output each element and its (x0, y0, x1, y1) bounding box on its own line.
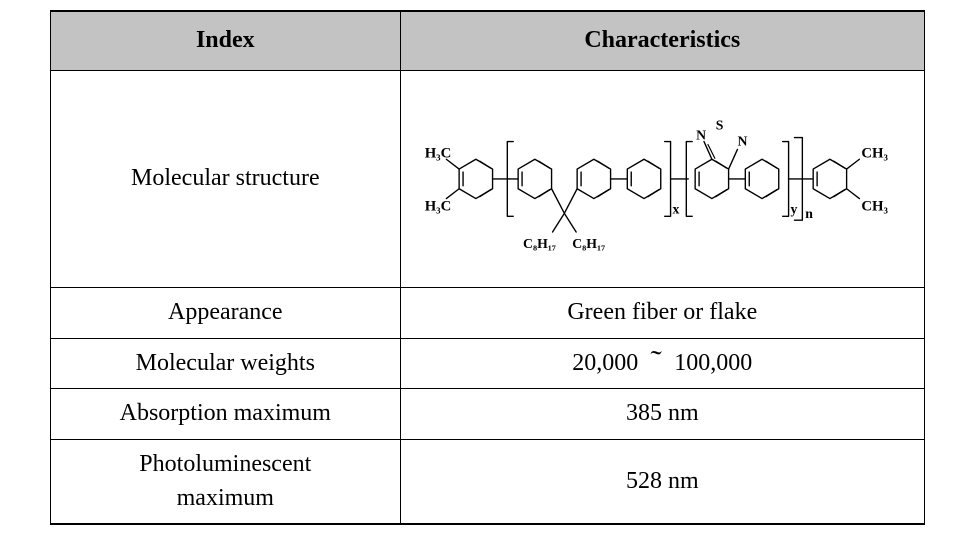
lbl-S: S (715, 117, 723, 132)
label-appearance: Appearance (51, 288, 401, 339)
lbl-ch3-tr: CH₃ (861, 145, 888, 161)
label-mw: Molecular weights (51, 338, 401, 389)
lbl-h3c-tl: H₃C (424, 145, 451, 161)
table-wrapper: Index Characteristics Molecular structur… (0, 0, 965, 535)
value-mw: 20,000 ～ 100,000 (400, 338, 924, 389)
lbl-y: y (790, 201, 797, 216)
label-pl: Photoluminescent maximum (51, 439, 401, 524)
lbl-n: n (805, 206, 813, 221)
row-appearance: Appearance Green fiber or flake (51, 288, 925, 339)
label-pl-line1: Photoluminescent (139, 451, 311, 477)
lbl-x: x (672, 201, 679, 216)
label-structure: Molecular structure (51, 70, 401, 288)
molecular-structure-svg: H₃C H₃C CH₃ CH₃ C₈H₁₇ C₈H₁₇ x y n N N S (407, 79, 918, 269)
value-pl: 528 nm (400, 439, 924, 524)
table-header-row: Index Characteristics (51, 11, 925, 70)
header-characteristics: Characteristics (400, 11, 924, 70)
lbl-h3c-bl: H₃C (424, 198, 451, 214)
row-mw: Molecular weights 20,000 ～ 100,000 (51, 338, 925, 389)
value-structure: H₃C H₃C CH₃ CH₃ C₈H₁₇ C₈H₁₇ x y n N N S (400, 70, 924, 288)
value-abs: 385 nm (400, 389, 924, 440)
row-abs: Absorption maximum 385 nm (51, 389, 925, 440)
lbl-c8-l: C₈H₁₇ (523, 235, 556, 250)
label-pl-line2: maximum (177, 485, 274, 511)
row-pl: Photoluminescent maximum 528 nm (51, 439, 925, 524)
lbl-N-left: N (696, 127, 706, 142)
lbl-N-right: N (737, 133, 747, 148)
header-index: Index (51, 11, 401, 70)
properties-table: Index Characteristics Molecular structur… (50, 10, 925, 525)
row-structure: Molecular structure (51, 70, 925, 288)
lbl-c8-r: C₈H₁₇ (572, 235, 605, 250)
lbl-ch3-br: CH₃ (861, 198, 888, 214)
value-appearance: Green fiber or flake (400, 288, 924, 339)
label-abs: Absorption maximum (51, 389, 401, 440)
